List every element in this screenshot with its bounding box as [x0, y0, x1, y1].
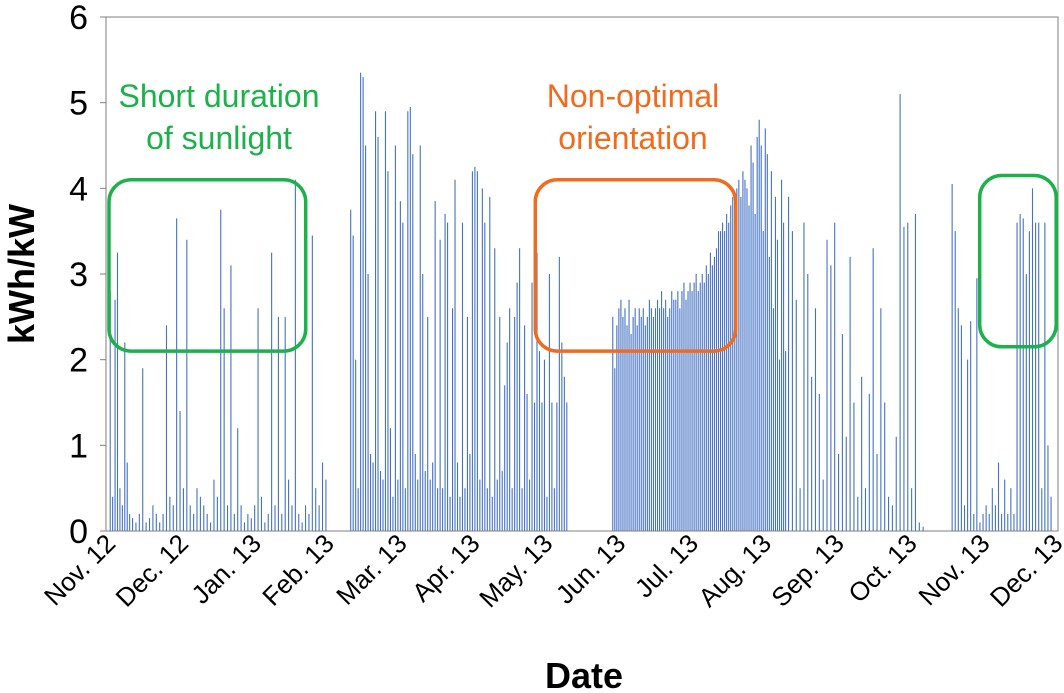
x-axis-title: Date: [545, 655, 623, 693]
box-non-optimal: [533, 178, 738, 353]
bar-series: [109, 72, 1052, 531]
annotation-text: Non-optimal: [547, 78, 720, 114]
annotation-text: Short duration: [118, 78, 319, 114]
annotation-text: of sunlight: [146, 120, 292, 156]
annotation-text: orientation: [558, 120, 707, 156]
y-tick-label: 3: [69, 256, 88, 294]
y-tick-label: 5: [69, 85, 88, 123]
y-tick-label: 1: [69, 427, 88, 465]
highlight-boxes: [107, 173, 1058, 353]
y-tick-label: 6: [69, 0, 88, 37]
box-short-sunlight-2: [977, 173, 1058, 349]
annotations: Short duration of sunlight Non-optimal orie…: [118, 78, 719, 156]
y-axis-title: kWh/kW: [1, 204, 42, 344]
y-tick-label: 2: [69, 342, 88, 380]
box-short-sunlight-1: [107, 178, 308, 353]
y-tick-label: 0: [69, 513, 88, 551]
y-tick-label: 4: [69, 170, 88, 208]
y-axis-ticks: 0 1 2 3 4 5 6: [69, 0, 106, 551]
